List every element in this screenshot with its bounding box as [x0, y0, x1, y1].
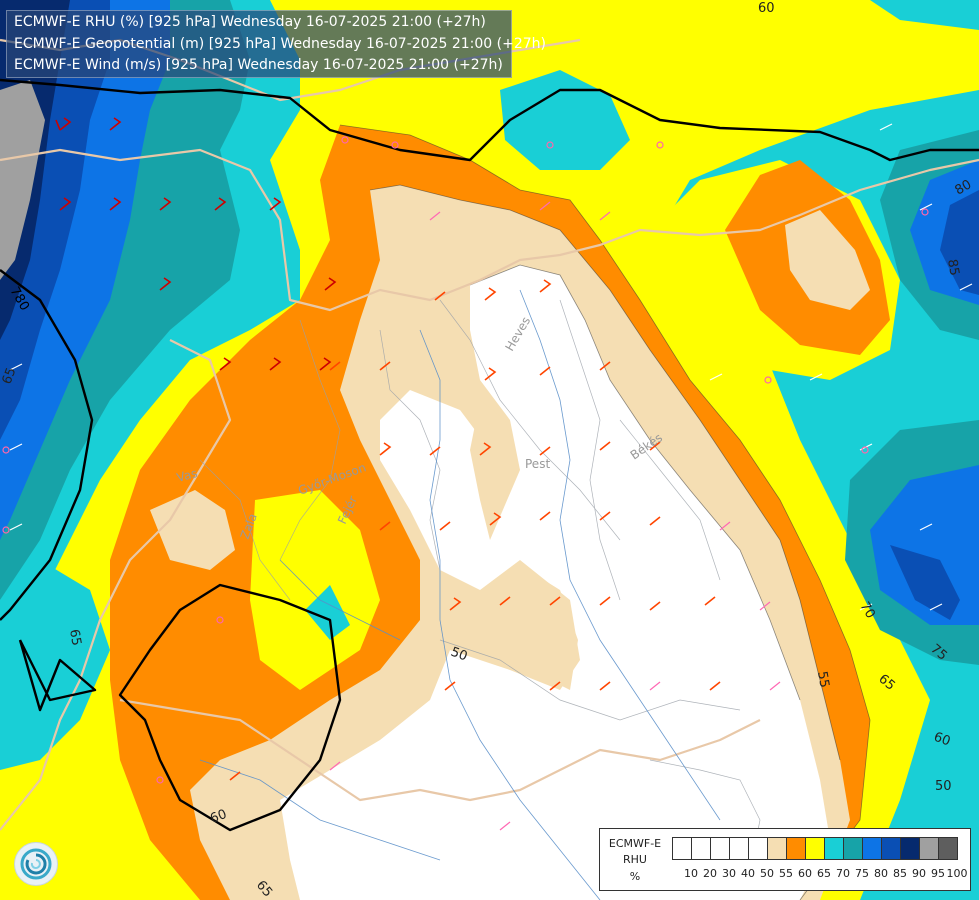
rhu-label: 60: [932, 730, 953, 750]
rhu-label: 65: [66, 628, 84, 647]
legend-tick-label: 10: [684, 867, 698, 880]
legend-tick-label: 70: [836, 867, 850, 880]
geopotential-780-line-west: [0, 269, 94, 621]
rhu-zone-grey-west: [0, 80, 45, 280]
legend-tick-label: 20: [703, 867, 717, 880]
legend-tick-label: 95: [931, 867, 945, 880]
rhu-zone-cyan-sw-small: [305, 585, 350, 640]
wind-barbs: [9, 117, 973, 831]
legend-swatch: [691, 837, 711, 860]
title-rhu: ECMWF-E RHU (%) [925 hPa] Wednesday 16-0…: [14, 14, 486, 30]
rhu-label: 60: [208, 807, 229, 827]
legend-swatch: [862, 837, 882, 860]
geopotential-780-line-north: [0, 78, 979, 162]
legend-swatch: [938, 837, 958, 860]
legend-tick-label: 50: [760, 867, 774, 880]
rhu-zone-navy-se: [890, 545, 960, 620]
rhu-legend: ECMWF-E RHU % 10 20 30 40 50 55 60 65 70 75 80 85 90…: [599, 828, 971, 891]
legend-tick-label: 30: [722, 867, 736, 880]
map-title-box: ECMWF-E RHU (%) [925 hPa] Wednesday 16-0…: [6, 10, 546, 78]
legend-tick-label: 75: [855, 867, 869, 880]
rhu-label: 50: [935, 779, 952, 794]
legend-swatch: [786, 837, 806, 860]
rhu-label: 70: [857, 600, 878, 622]
title-wind: ECMWF-E Wind (m/s) [925 hPa] Wednesday 1…: [14, 57, 503, 73]
rhu-zone-wheat-south: [450, 565, 578, 690]
legend-swatch: [710, 837, 730, 860]
geopotential-780-line-sw: [18, 639, 97, 712]
region-label-pest: Pest: [525, 457, 550, 471]
rhu-zone-wheat-east: [785, 210, 870, 310]
legend-swatch: [919, 837, 939, 860]
legend-title-unit: %: [629, 870, 641, 883]
rhu-zone-wheat-sw: [150, 490, 235, 570]
legend-title-variable: RHU: [623, 853, 647, 866]
rhu-zone-cyan-sw: [0, 560, 110, 770]
legend-tick-label: 90: [912, 867, 926, 880]
rhu-zone-wheat-inner: [470, 400, 520, 540]
ecmwf-logo-icon: [14, 842, 58, 886]
geopotential-780-line-south: [118, 583, 342, 832]
rhu-label: 65: [0, 366, 19, 387]
title-geopotential: ECMWF-E Geopotential (m) [925 hPa] Wedne…: [14, 36, 546, 52]
legend-tick-label: 80: [874, 867, 888, 880]
legend-tick-label: 100: [946, 867, 968, 880]
legend-swatch: [881, 837, 901, 860]
legend-swatch: [900, 837, 920, 860]
legend-swatch: [767, 837, 787, 860]
rhu-label: 85: [944, 258, 962, 277]
rhu-zone-navy-east: [940, 190, 979, 295]
legend-tick-label: 65: [817, 867, 831, 880]
rhu-label: 80: [953, 177, 975, 198]
rhu-zone-yellow-sw: [250, 490, 380, 690]
legend-title-model: ECMWF-E: [608, 837, 662, 850]
legend-tick-label: 40: [741, 867, 755, 880]
rhu-label: 60: [758, 1, 775, 16]
region-label-vas: Vas: [175, 466, 199, 485]
legend-swatch: [805, 837, 825, 860]
legend-tick-label: 55: [779, 867, 793, 880]
legend-swatch: [843, 837, 863, 860]
rhu-zone-cyan-top: [500, 70, 630, 170]
legend-swatch: [672, 837, 692, 860]
rhu-label: 50: [449, 645, 470, 665]
rhu-zone-white: [280, 265, 830, 900]
legend-swatch: [748, 837, 768, 860]
legend-tick-label: 85: [893, 867, 907, 880]
legend-tick-label: 60: [798, 867, 812, 880]
legend-swatch: [824, 837, 844, 860]
rhu-label: 55: [814, 670, 832, 689]
legend-swatch: [729, 837, 749, 860]
